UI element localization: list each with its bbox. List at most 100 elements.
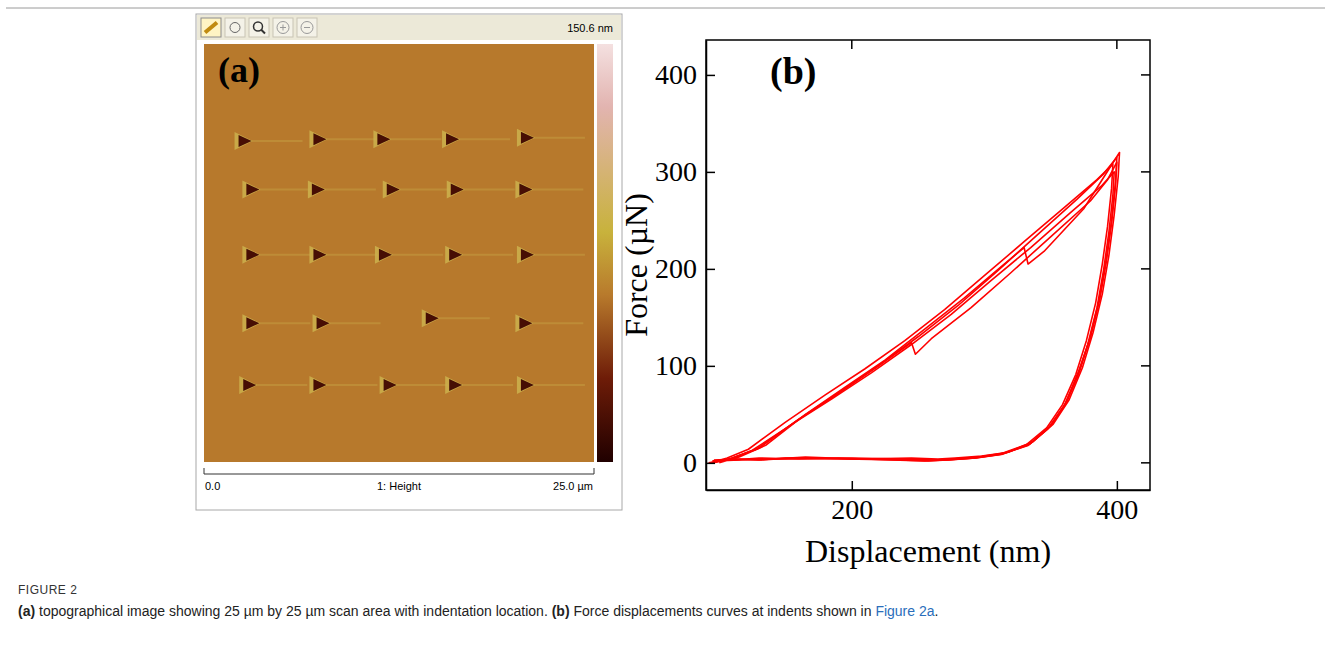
indent-rim xyxy=(308,180,326,198)
caption-label: FIGURE 2 xyxy=(18,583,77,597)
indent xyxy=(239,135,252,147)
toolbar-icon xyxy=(297,18,317,37)
icon-glyph xyxy=(301,22,313,34)
y-tick: 400 xyxy=(655,59,715,90)
scan-axis-line xyxy=(204,474,594,475)
y-tick-mark-right xyxy=(1141,171,1150,173)
indent-rim xyxy=(383,180,401,198)
indent xyxy=(519,317,532,329)
scan-streak xyxy=(255,384,307,386)
x-tick: 400 xyxy=(1096,481,1138,525)
y-tick-mark xyxy=(706,269,715,271)
indent-rim xyxy=(442,130,460,148)
indent xyxy=(246,249,259,261)
indent xyxy=(387,183,400,195)
icon-glyph xyxy=(261,30,265,34)
indent xyxy=(451,183,464,195)
indent xyxy=(519,183,532,195)
indent-rim xyxy=(242,180,260,198)
caption-text: (a) topographical image showing 25 µm by… xyxy=(18,603,938,619)
y-tick-label: 400 xyxy=(655,59,697,90)
plot-frame xyxy=(706,40,1150,490)
indent xyxy=(379,249,392,261)
indent-rim xyxy=(517,129,535,147)
indent xyxy=(313,133,326,145)
x-tick-mark-top xyxy=(851,40,853,49)
panel-label: (a) xyxy=(218,50,260,90)
scan-streak xyxy=(325,138,377,140)
height-image xyxy=(204,44,594,462)
y-axis-title: Force (µN) xyxy=(618,193,654,337)
indent xyxy=(317,317,330,329)
indent-rim xyxy=(309,246,327,264)
surface xyxy=(204,44,594,462)
icon-box xyxy=(225,18,245,37)
toolbar-icon xyxy=(201,18,221,37)
toolbar-icon xyxy=(249,18,269,37)
y-tick-label: 300 xyxy=(655,156,697,187)
y-tick: 100 xyxy=(655,350,715,381)
scan-streak xyxy=(389,138,441,140)
y-tick-label: 200 xyxy=(655,253,697,284)
indent xyxy=(313,379,326,391)
indent-rim xyxy=(313,314,331,332)
caption-part: . xyxy=(935,603,939,619)
indent xyxy=(246,183,259,195)
scan-streak xyxy=(391,254,443,256)
x-tick-mark-top xyxy=(1116,40,1118,49)
figure-rule xyxy=(6,8,1325,9)
indent-rim xyxy=(309,130,327,148)
plot-area xyxy=(709,153,1120,463)
panel-a: 150.6 nm(a)0.025.0 µm1: Height xyxy=(196,14,622,510)
indent-rim xyxy=(242,314,260,332)
toolbar-icon xyxy=(273,18,293,37)
color-bar xyxy=(597,44,613,462)
caption-part: Figure 2a xyxy=(875,603,934,619)
scan-streak xyxy=(258,322,310,324)
scan-streak xyxy=(533,137,585,139)
indent xyxy=(521,132,534,144)
scan-streak xyxy=(258,254,310,256)
y-tick: 0 xyxy=(683,447,715,478)
panel-label: (b) xyxy=(770,50,816,93)
y-tick-mark xyxy=(706,366,715,368)
indent xyxy=(449,379,462,391)
y-tick-mark-right xyxy=(1141,365,1150,367)
scan-streak xyxy=(533,384,585,386)
x-tick-label: 400 xyxy=(1096,494,1138,525)
color-bar-label: 150.6 nm xyxy=(567,22,613,34)
icon-box xyxy=(201,18,221,37)
y-tick-mark-right xyxy=(1141,462,1150,464)
scan-streak xyxy=(533,254,585,256)
force-curve xyxy=(717,153,1120,463)
indent xyxy=(312,183,325,195)
y-tick-mark-right xyxy=(1141,74,1150,76)
caption-part: (a) xyxy=(18,603,35,619)
indent-rim xyxy=(515,314,533,332)
icon-box xyxy=(297,18,317,37)
x-tick-mark xyxy=(1117,481,1119,490)
scan-streak xyxy=(396,384,448,386)
indent xyxy=(521,249,534,261)
indent-rim xyxy=(517,376,535,394)
scan-streak xyxy=(461,254,513,256)
scan-streak xyxy=(531,322,583,324)
y-tick: 200 xyxy=(655,253,715,284)
scan-axis-title: 1: Height xyxy=(377,480,421,492)
scan-streak xyxy=(325,254,377,256)
x-axis: 200400 xyxy=(707,481,1151,525)
indent xyxy=(521,379,534,391)
indent xyxy=(243,379,256,391)
indent-rim xyxy=(242,246,260,264)
indent xyxy=(384,379,397,391)
x-tick-mark xyxy=(852,481,854,490)
scan-streak xyxy=(325,384,377,386)
scan-streak xyxy=(463,188,515,190)
panel-b: 0100200300400200400Displacement (nm)Forc… xyxy=(618,40,1150,569)
icon-box xyxy=(273,18,293,37)
scan-axis-label: 25.0 µm xyxy=(553,480,593,492)
y-tick-mark xyxy=(706,172,715,174)
scan-streak xyxy=(531,188,583,190)
indent-rim xyxy=(517,246,535,264)
scan-streak xyxy=(324,188,376,190)
